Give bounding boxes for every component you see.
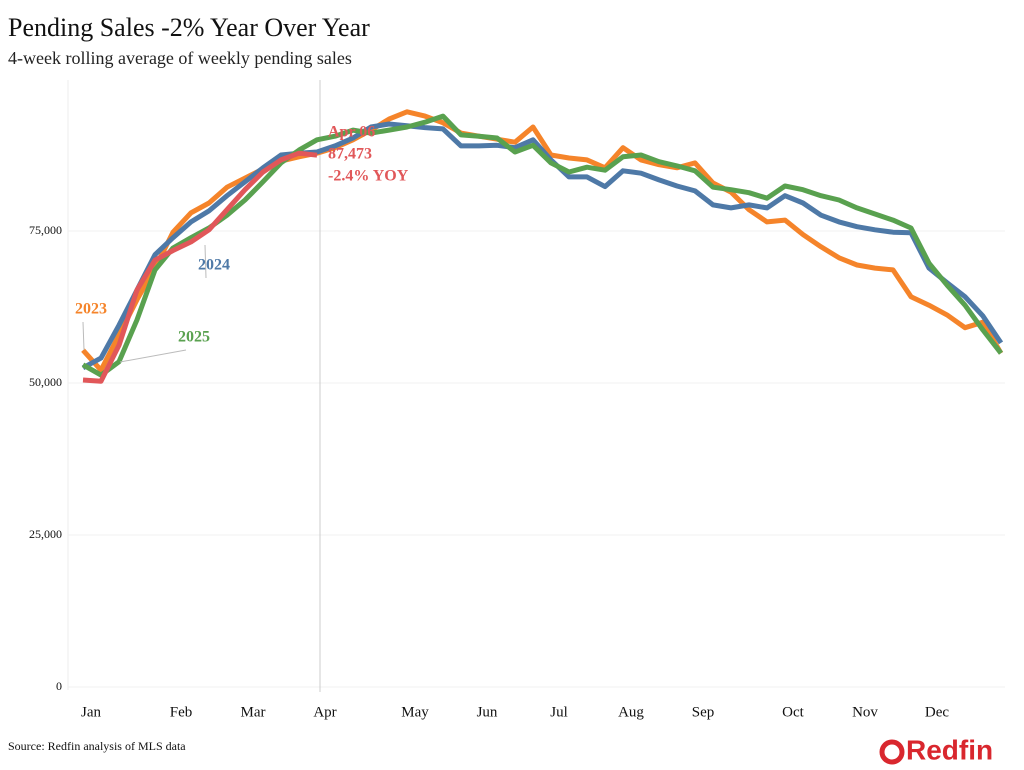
annotation: 87,473 [328, 146, 372, 163]
x-tick-label: Apr [313, 704, 336, 720]
y-tick-label: 50,000 [29, 375, 62, 389]
leader-line [119, 349, 187, 363]
x-tick-label: May [401, 704, 429, 720]
leader-line [204, 244, 207, 279]
series-line [82, 150, 318, 384]
x-tick-label: Jan [81, 704, 101, 720]
x-tick-label: Aug [618, 704, 644, 720]
series-label: 2024 [198, 257, 230, 274]
x-tick-label: Oct [782, 704, 804, 720]
logo: Redfin [879, 734, 993, 765]
x-tick-label: Jun [477, 704, 498, 720]
x-tick-label: Feb [170, 704, 193, 720]
y-tick-label: 75,000 [29, 223, 62, 237]
series-line [81, 109, 1004, 373]
x-tick-label: Jul [550, 704, 568, 720]
x-tick-label: Nov [852, 704, 878, 720]
y-tick-label: 25,000 [29, 527, 62, 541]
chart-subtitle: 4-week rolling average of weekly pending… [8, 48, 352, 68]
source: Source: Redfin analysis of MLS data [8, 739, 186, 753]
annotation: -2.4% YOY [328, 168, 409, 185]
x-tick-label: Mar [241, 704, 266, 720]
chart-title: Pending Sales -2% Year Over Year [8, 13, 370, 42]
x-tick-label: Dec [925, 704, 949, 720]
series-line [81, 121, 1004, 371]
y-tick-label: 0 [56, 679, 62, 693]
series-label: 2025 [178, 329, 210, 346]
series-line [81, 113, 1003, 378]
logo-icon [879, 739, 905, 765]
x-tick-label: Sep [692, 704, 715, 720]
annotation: Apr 06 [328, 124, 375, 141]
series-label: 2023 [75, 301, 107, 318]
leader-line [82, 321, 85, 351]
logo-text: Redfin [906, 734, 993, 765]
